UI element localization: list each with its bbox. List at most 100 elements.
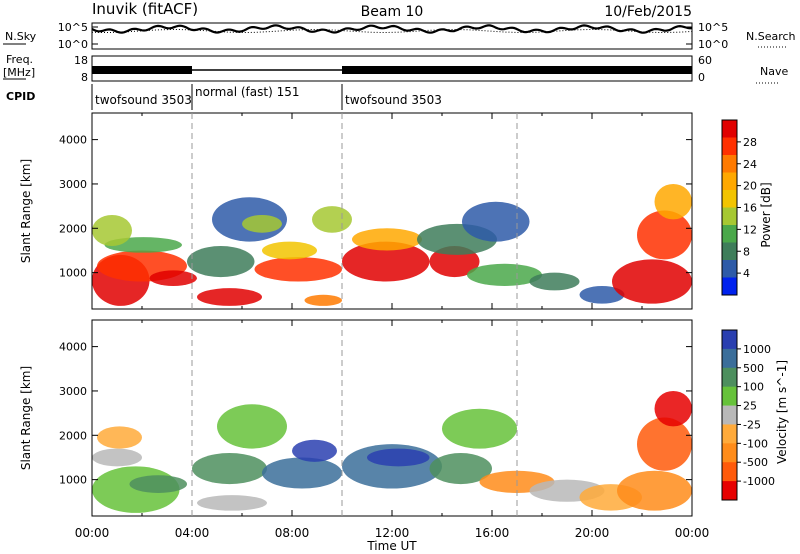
colorbar-swatch xyxy=(722,260,737,278)
scatter-region xyxy=(467,263,542,286)
freq-bar-segment xyxy=(342,66,692,74)
scatter-region xyxy=(149,270,197,286)
scatter-region xyxy=(654,183,692,220)
scatter-region xyxy=(654,390,692,427)
velocity-ylabel: Slant Range [km] xyxy=(19,366,33,470)
noise-search-label: N.Search xyxy=(746,30,796,43)
scatter-region xyxy=(262,241,317,260)
nave-label: Nave xyxy=(760,65,788,78)
scatter-region xyxy=(462,201,530,242)
colorbar-tick-label: 20 xyxy=(743,180,757,193)
scatter-region xyxy=(129,475,187,493)
power-colorbar-title: Power [dB] xyxy=(759,182,773,247)
colorbar-swatch xyxy=(722,277,737,296)
colorbar-tick-label: 28 xyxy=(743,136,757,149)
colorbar-frame xyxy=(721,329,738,501)
nave-right-tick-low: 0 xyxy=(698,71,705,84)
colorbar-swatch xyxy=(722,172,737,191)
colorbar-swatch xyxy=(722,386,737,407)
y-tick-label: 1000 xyxy=(59,267,87,280)
velocity-colorbar: 1000 500 100 25 -25 -100 -500 -1000 xyxy=(721,329,775,501)
noise-right-tick-high: 10^5 xyxy=(698,21,728,34)
freq-unit: [MHz] xyxy=(3,66,35,79)
nave-right-tick-high: 60 xyxy=(698,54,712,67)
colorbar-tick-label: 8 xyxy=(743,245,750,258)
power-panel: 4000 3000 2000 1000 Slant Range [km] xyxy=(19,112,693,310)
y-tick-label: 2000 xyxy=(59,429,87,442)
colorbar-tick-label: 100 xyxy=(743,381,764,394)
scatter-region xyxy=(304,294,342,306)
scatter-region xyxy=(612,259,692,304)
x-tick-label: 12:00 xyxy=(375,526,410,540)
y-tick-label: 1000 xyxy=(59,474,87,487)
scatter-region xyxy=(92,214,132,247)
colorbar-swatch xyxy=(722,424,737,444)
scatter-region xyxy=(292,439,337,462)
scatter-region xyxy=(637,417,692,471)
scatter-region xyxy=(617,470,692,511)
scatter-region xyxy=(352,228,422,251)
x-tick-label: 00:00 xyxy=(675,526,710,540)
freq-left-tick-high: 18 xyxy=(74,54,88,67)
freq-label: Freq. xyxy=(6,53,33,66)
velocity-panel: 4000 3000 2000 1000 Slant Range [km] 00:00 0… xyxy=(19,319,710,553)
scatter-region xyxy=(367,448,430,467)
colorbar-tick-label: 4 xyxy=(743,267,750,280)
x-tick-label: 00:00 xyxy=(75,526,110,540)
velocity-colorbar-title: Velocity [m s^-1] xyxy=(775,360,789,464)
colorbar-tick-label: 25 xyxy=(743,400,757,413)
y-tick-label: 2000 xyxy=(59,222,87,235)
scatter-region xyxy=(197,495,267,511)
scatter-region xyxy=(637,210,692,260)
cpid-label: CPID xyxy=(6,90,35,103)
noise-left-tick-high: 10^5 xyxy=(58,21,88,34)
scatter-region xyxy=(217,404,287,449)
scatter-region xyxy=(97,426,142,449)
colorbar-tick-label: -25 xyxy=(743,418,761,431)
power-colorbar: 28 24 20 16 12 8 4 xyxy=(721,119,757,296)
x-tick-label: 08:00 xyxy=(275,526,310,540)
colorbar-swatch xyxy=(722,155,737,173)
y-tick-label: 4000 xyxy=(59,341,87,354)
station-title: Inuvik (fitACF) xyxy=(92,0,198,18)
scatter-region xyxy=(342,241,430,282)
colorbar-tick-label: 500 xyxy=(743,362,764,375)
scatter-region xyxy=(442,408,517,449)
scatter-region xyxy=(92,448,142,467)
colorbar-swatch xyxy=(722,330,737,350)
colorbar-swatch xyxy=(722,120,737,138)
scatter-region xyxy=(197,288,262,306)
scatter-region xyxy=(529,272,580,291)
colorbar-tick-label: -100 xyxy=(743,437,768,450)
colorbar-swatch xyxy=(722,242,737,261)
x-tick-label: 16:00 xyxy=(475,526,510,540)
noise-sky-trace xyxy=(91,24,693,34)
noise-right-tick-low: 10^0 xyxy=(698,38,728,51)
colorbar-tick-label: 24 xyxy=(743,158,757,171)
scatter-region xyxy=(262,457,342,489)
beam-title: Beam 10 xyxy=(361,4,424,20)
x-tick-label: 04:00 xyxy=(175,526,210,540)
colorbar-swatch xyxy=(722,348,737,369)
noise-search-trace xyxy=(92,29,693,33)
y-tick-label: 3000 xyxy=(59,385,87,398)
cpid-segment-label: twofsound 3503 xyxy=(95,93,192,107)
colorbar-swatch xyxy=(722,207,737,226)
colorbar-swatch xyxy=(722,367,737,388)
colorbar-swatch xyxy=(722,190,737,208)
scatter-region xyxy=(429,453,492,485)
noise-left-tick-low: 10^0 xyxy=(58,38,88,51)
freq-left-tick-low: 8 xyxy=(81,71,88,84)
cpid-segment-label: normal (fast) 151 xyxy=(195,85,299,99)
colorbar-swatch xyxy=(722,225,737,243)
y-tick-label: 4000 xyxy=(59,134,87,147)
colorbar-tick-label: 1000 xyxy=(743,343,771,356)
colorbar-swatch xyxy=(722,481,737,501)
colorbar-tick-label: 12 xyxy=(743,223,757,236)
colorbar-swatch xyxy=(722,137,737,156)
noise-sky-label: N.Sky xyxy=(5,30,37,43)
frequency-panel: 18 8 60 0 Freq. [MHz] Nave xyxy=(3,53,788,84)
scatter-region xyxy=(187,246,255,278)
